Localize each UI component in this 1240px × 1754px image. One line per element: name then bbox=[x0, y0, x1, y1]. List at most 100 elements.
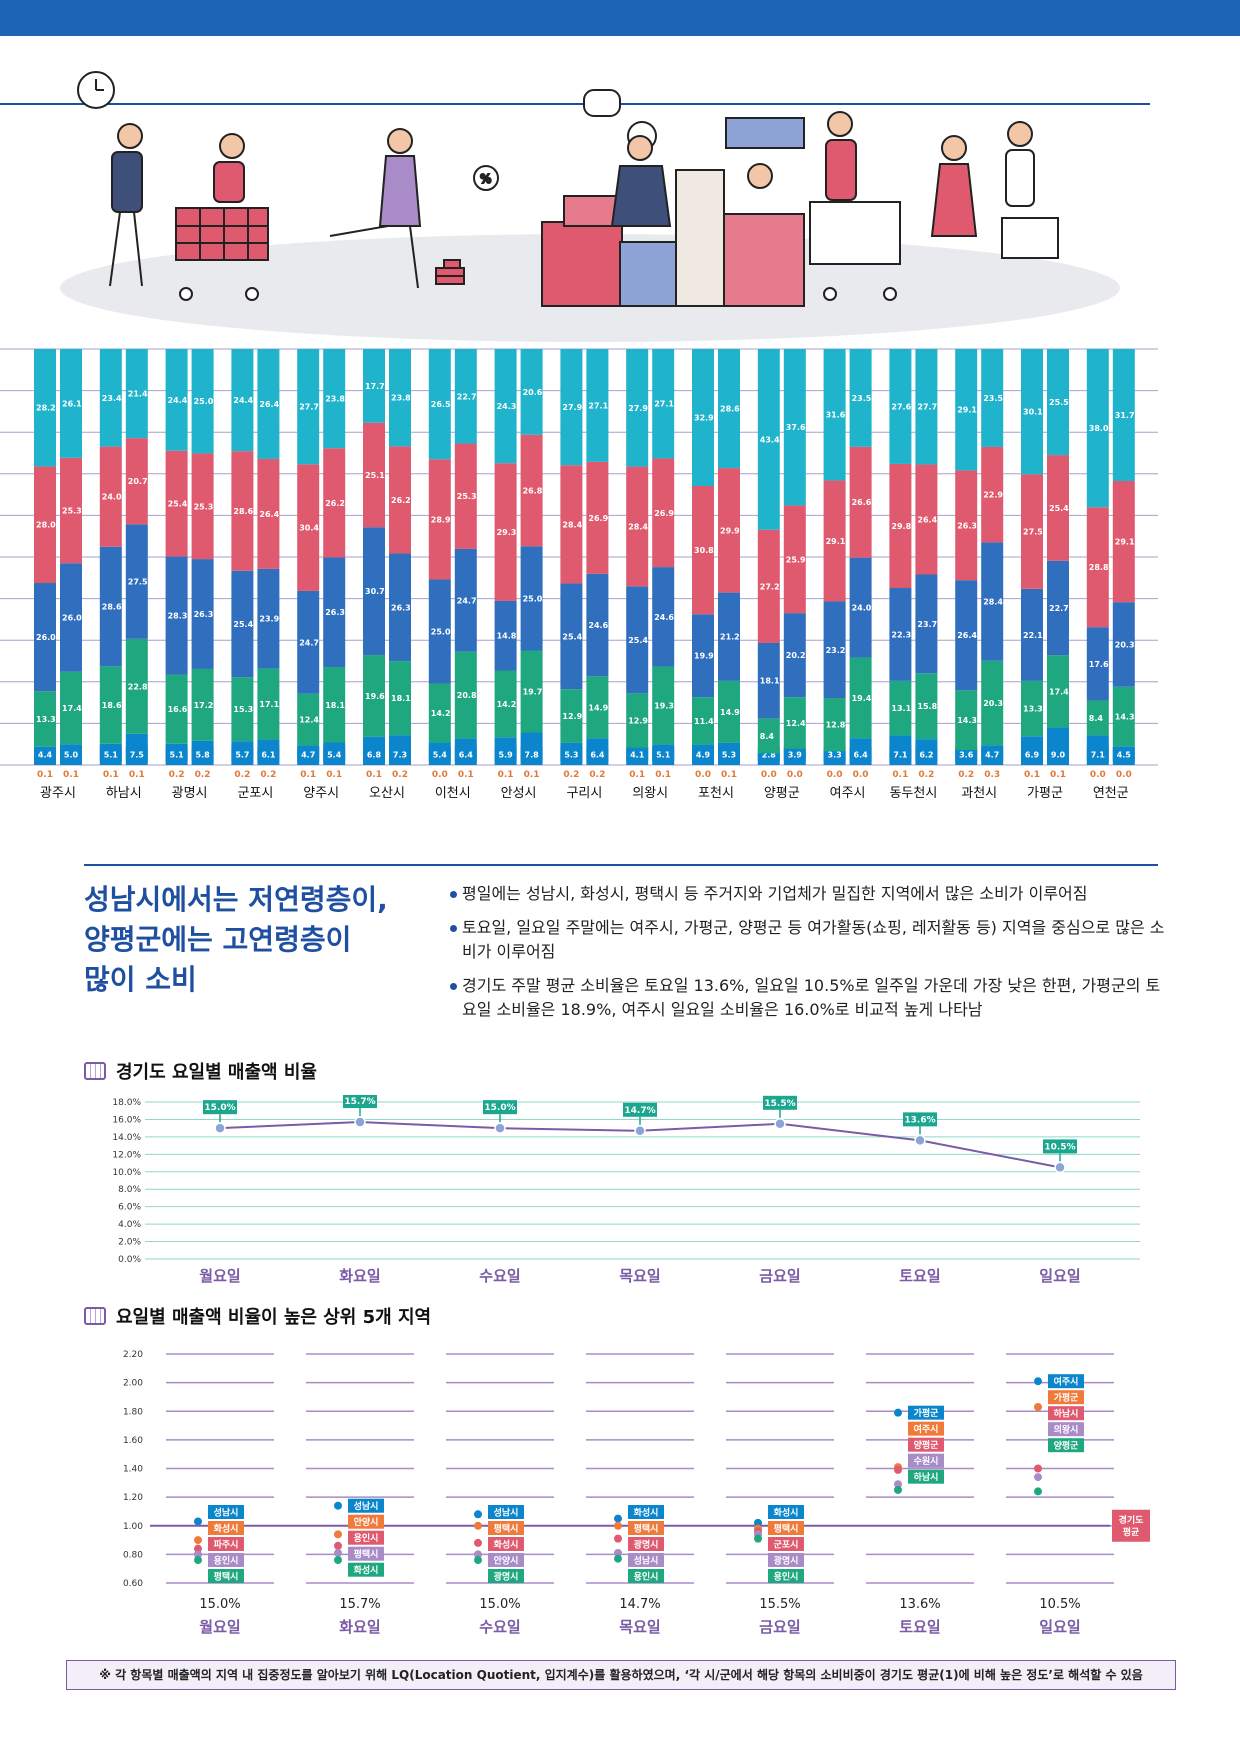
bar-segment-label-bg bbox=[323, 747, 346, 761]
calendar-icon bbox=[84, 1062, 106, 1080]
bar-segment bbox=[363, 349, 385, 423]
bar-segment bbox=[494, 600, 517, 671]
data-label: 평택시 bbox=[634, 1523, 659, 1535]
data-label-bg bbox=[908, 1453, 944, 1468]
bar-segment bbox=[454, 651, 477, 739]
bar-segment bbox=[34, 583, 56, 692]
bar-segment bbox=[191, 559, 214, 669]
data-label-bg bbox=[628, 1521, 664, 1535]
bar-segment bbox=[520, 650, 543, 733]
data-label: 용인시 bbox=[774, 1572, 799, 1583]
bar-segment bbox=[783, 505, 806, 614]
bar-segment-label: 27.6 bbox=[891, 402, 911, 411]
day-percent-label: 15.0% bbox=[199, 1597, 240, 1612]
bar-segment bbox=[955, 690, 978, 750]
bar-segment-label: 5.1 bbox=[656, 751, 671, 760]
data-label: 화성시 bbox=[214, 1523, 239, 1535]
bar-segment-label: 31.7 bbox=[1115, 411, 1135, 420]
bar-segment-label: 19.4 bbox=[852, 694, 872, 703]
x-tick-label: 금요일 bbox=[759, 1618, 800, 1636]
bar-segment bbox=[363, 655, 385, 737]
bar-segment bbox=[1086, 507, 1109, 628]
bar-segment-label: 6.8 bbox=[367, 751, 382, 760]
bar-segment bbox=[849, 557, 872, 658]
bar-tiny-label: 0.1 bbox=[498, 770, 514, 780]
data-point bbox=[474, 1521, 482, 1530]
bar-tiny-label: 0.1 bbox=[629, 770, 645, 780]
data-point bbox=[914, 1134, 926, 1147]
bar-segment-label: 17.1 bbox=[259, 700, 279, 709]
bar-segment-label: 26.4 bbox=[957, 631, 977, 640]
bar-segment-label: 26.4 bbox=[259, 400, 279, 409]
bar-segment-label: 17.4 bbox=[62, 704, 82, 713]
data-point bbox=[334, 1556, 342, 1565]
bar-segment bbox=[718, 468, 740, 593]
data-label-bg bbox=[908, 1421, 944, 1436]
data-label-bg bbox=[488, 1553, 524, 1567]
bar-segment-label: 23.9 bbox=[259, 615, 279, 624]
bar-tiny-label: 0.1 bbox=[300, 770, 316, 780]
bar-segment-label: 7.3 bbox=[393, 751, 407, 760]
bar-segment bbox=[849, 657, 872, 739]
data-label: 15.7% bbox=[344, 1097, 375, 1107]
bar-segment-label: 18.1 bbox=[325, 701, 345, 710]
data-label-bg bbox=[903, 1112, 937, 1127]
bar-tiny-label: 0.0 bbox=[787, 770, 803, 780]
bar-segment bbox=[1047, 655, 1069, 728]
bar-segment bbox=[849, 446, 872, 558]
data-point bbox=[474, 1510, 482, 1519]
bar-segment bbox=[231, 451, 254, 571]
data-label-bg bbox=[488, 1521, 524, 1535]
data-point bbox=[1034, 1473, 1042, 1482]
bar-segment bbox=[1047, 455, 1069, 561]
data-label: 성남시 bbox=[634, 1555, 659, 1567]
bar-segment-label: 12.8 bbox=[826, 721, 846, 730]
bar-tiny-label: 0.1 bbox=[37, 770, 53, 780]
bar-segment-label: 20.8 bbox=[457, 691, 477, 700]
bar-segment-label: 26.8 bbox=[523, 487, 543, 496]
data-label: 평택시 bbox=[774, 1523, 799, 1535]
bar-segment bbox=[231, 570, 254, 678]
age-stacked-bar-chart: 4.4 13.3 26.0 28.0 28.2 0.1 5.0 17.4 26.0 25.3 26.… bbox=[0, 348, 1158, 801]
bar-segment-label: 26.0 bbox=[62, 613, 82, 622]
data-label: 용인시 bbox=[634, 1572, 659, 1583]
day-percent-label: 15.0% bbox=[479, 1597, 520, 1612]
bar-segment-label-bg bbox=[915, 747, 938, 761]
data-label-bg bbox=[628, 1505, 664, 1519]
bar-segment bbox=[1086, 349, 1109, 508]
bar-segment-label: 7.1 bbox=[893, 751, 908, 760]
bar-segment-label: 28.8 bbox=[1089, 563, 1109, 572]
bar-segment bbox=[1021, 349, 1043, 475]
y-tick-label: 2.0% bbox=[118, 1238, 141, 1248]
bar-segment-label: 26.1 bbox=[62, 399, 82, 408]
bar-segment-label: 4.1 bbox=[630, 751, 645, 760]
bar-segment-label: 25.0 bbox=[194, 397, 214, 406]
data-point bbox=[894, 1408, 902, 1417]
y-tick-label: 2.20 bbox=[123, 1350, 143, 1360]
bar-segment bbox=[955, 580, 978, 691]
bar-segment bbox=[915, 574, 938, 674]
bar-segment bbox=[757, 349, 780, 530]
bar-segment-label: 14.3 bbox=[957, 716, 977, 725]
bar-segment bbox=[520, 546, 543, 651]
data-label: 광명시 bbox=[774, 1555, 799, 1567]
data-label-bg bbox=[348, 1562, 384, 1577]
x-tick-label: 토요일 bbox=[899, 1267, 940, 1285]
region-tick-label: 포천시 bbox=[698, 786, 734, 801]
bar-segment bbox=[981, 542, 1004, 661]
bar-segment-label: 26.2 bbox=[391, 496, 411, 505]
y-tick-label: 2.00 bbox=[123, 1379, 143, 1389]
bar-segment bbox=[586, 676, 609, 739]
y-tick-label: 12.0% bbox=[112, 1150, 141, 1160]
bar-segment-label: 3.3 bbox=[828, 751, 842, 760]
bar-segment bbox=[1112, 602, 1135, 687]
data-label: 평택시 bbox=[494, 1523, 519, 1535]
bar-segment bbox=[955, 349, 978, 471]
bar-tiny-label: 0.1 bbox=[524, 770, 540, 780]
y-tick-label: 0.80 bbox=[123, 1550, 143, 1560]
bar-segment bbox=[889, 588, 912, 681]
data-point bbox=[1034, 1402, 1042, 1411]
bar-segment bbox=[494, 463, 517, 601]
bar-segment-label-bg bbox=[297, 747, 320, 761]
bar-segment-label: 18.1 bbox=[760, 677, 780, 686]
